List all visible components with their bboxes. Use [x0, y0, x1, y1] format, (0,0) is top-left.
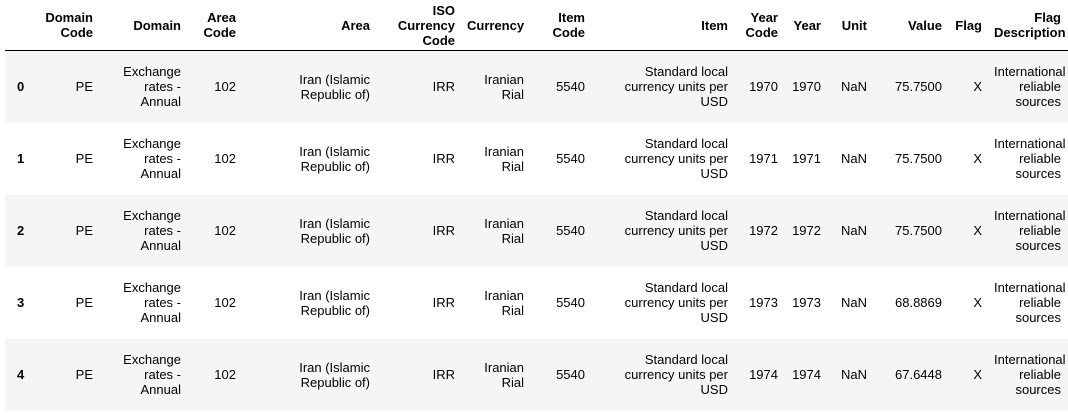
- column-header-area-code: Area Code: [187, 0, 242, 51]
- cell-area: Iran (Islamic Republic of): [299, 359, 370, 390]
- cell-year: 1970: [792, 79, 821, 95]
- cell-value: 75.7500: [895, 223, 942, 238]
- column-header-item: Item: [591, 0, 734, 51]
- cell-area-code: 102: [214, 295, 236, 310]
- column-header-domain-code: Domain Code: [33, 0, 99, 51]
- row-index: 4: [17, 367, 25, 382]
- row-index: 0: [17, 79, 25, 95]
- cell-domain-code: PE: [75, 223, 93, 238]
- table-row: 4 PE Exchange rates - Annual 102 Iran (I…: [5, 338, 1068, 411]
- cell-value: 75.7500: [895, 79, 942, 95]
- column-header-area: Area: [242, 0, 376, 51]
- table-body: 0 PE Exchange rates - Annual 102 Iran (I…: [5, 50, 1068, 411]
- column-header-year-code: Year Code: [734, 0, 784, 51]
- cell-flag-description: International reliable sources: [994, 280, 1066, 325]
- cell-area: Iran (Islamic Republic of): [299, 71, 370, 102]
- cell-area: Iran (Islamic Republic of): [299, 287, 370, 318]
- row-index: 3: [17, 295, 25, 310]
- cell-domain-code: PE: [75, 79, 93, 95]
- cell-iso-currency-code: IRR: [432, 79, 455, 95]
- cell-flag: X: [973, 223, 982, 238]
- cell-item: Standard local currency units per USD: [624, 280, 728, 325]
- column-header-currency: Currency: [461, 0, 530, 51]
- cell-area-code: 102: [214, 223, 236, 238]
- cell-unit: NaN: [840, 295, 867, 310]
- cell-item-code: 5540: [556, 79, 585, 95]
- column-header-domain: Domain: [99, 0, 187, 51]
- cell-value: 75.7500: [895, 151, 942, 166]
- cell-area: Iran (Islamic Republic of): [299, 215, 370, 246]
- cell-flag: X: [973, 151, 982, 166]
- column-header-flag-description: Flag Description: [988, 0, 1067, 51]
- cell-flag-description: International reliable sources: [994, 136, 1066, 181]
- cell-flag: X: [973, 295, 982, 310]
- cell-flag: X: [973, 367, 982, 382]
- cell-currency: Iranian Rial: [484, 287, 524, 318]
- cell-unit: NaN: [840, 223, 867, 238]
- table-row: 2 PE Exchange rates - Annual 102 Iran (I…: [5, 194, 1068, 267]
- cell-item-code: 5540: [556, 223, 585, 238]
- cell-domain-code: PE: [75, 367, 93, 382]
- cell-currency: Iranian Rial: [484, 359, 524, 390]
- table-row: 3 PE Exchange rates - Annual 102 Iran (I…: [5, 266, 1068, 339]
- cell-flag-description: International reliable sources: [994, 352, 1066, 397]
- cell-area-code: 102: [214, 151, 236, 166]
- table-header: Domain Code Domain Area Code Area ISO Cu…: [5, 0, 1068, 51]
- column-header-iso-currency-code: ISO Currency Code: [376, 0, 461, 51]
- cell-year: 1972: [792, 223, 821, 238]
- cell-domain: Exchange rates - Annual: [123, 352, 181, 397]
- row-index: 1: [17, 151, 25, 166]
- cell-value: 68.8869: [895, 295, 942, 310]
- cell-value: 67.6448: [895, 367, 942, 382]
- cell-year-code: 1970: [749, 79, 778, 95]
- table-row: 0 PE Exchange rates - Annual 102 Iran (I…: [5, 50, 1068, 123]
- row-index: 2: [17, 223, 25, 238]
- cell-domain: Exchange rates - Annual: [123, 280, 181, 325]
- column-header-year: Year: [784, 0, 827, 51]
- cell-iso-currency-code: IRR: [432, 367, 455, 382]
- table-row: 1 PE Exchange rates - Annual 102 Iran (I…: [5, 122, 1068, 195]
- column-header-unit: Unit: [827, 0, 873, 51]
- cell-item-code: 5540: [556, 367, 585, 382]
- cell-year-code: 1974: [749, 367, 778, 382]
- header-row: Domain Code Domain Area Code Area ISO Cu…: [5, 0, 1068, 51]
- cell-item: Standard local currency units per USD: [624, 64, 728, 110]
- cell-year: 1974: [792, 367, 821, 382]
- cell-area-code: 102: [214, 79, 236, 95]
- cell-iso-currency-code: IRR: [432, 295, 455, 310]
- cell-item-code: 5540: [556, 151, 585, 166]
- cell-iso-currency-code: IRR: [432, 151, 455, 166]
- cell-domain: Exchange rates - Annual: [123, 136, 181, 181]
- cell-item-code: 5540: [556, 295, 585, 310]
- cell-year-code: 1973: [749, 295, 778, 310]
- cell-currency: Iranian Rial: [484, 215, 524, 246]
- column-header-flag: Flag: [948, 0, 988, 51]
- cell-currency: Iranian Rial: [484, 71, 524, 102]
- cell-area-code: 102: [214, 367, 236, 382]
- dataframe-table: Domain Code Domain Area Code Area ISO Cu…: [5, 0, 1068, 411]
- cell-year-code: 1971: [749, 151, 778, 166]
- cell-domain: Exchange rates - Annual: [123, 208, 181, 253]
- cell-unit: NaN: [840, 151, 867, 166]
- cell-year-code: 1972: [749, 223, 778, 238]
- cell-currency: Iranian Rial: [484, 143, 524, 174]
- cell-domain-code: PE: [75, 295, 93, 310]
- cell-year: 1971: [792, 151, 821, 166]
- cell-item: Standard local currency units per USD: [624, 136, 728, 181]
- cell-flag-description: International reliable sources: [994, 64, 1066, 110]
- cell-unit: NaN: [840, 79, 867, 95]
- cell-domain-code: PE: [75, 151, 93, 166]
- cell-item: Standard local currency units per USD: [624, 352, 728, 397]
- column-header-index: [5, 0, 33, 51]
- cell-item: Standard local currency units per USD: [624, 208, 728, 253]
- cell-domain: Exchange rates - Annual: [123, 64, 181, 110]
- cell-iso-currency-code: IRR: [432, 223, 455, 238]
- column-header-item-code: Item Code: [530, 0, 591, 51]
- cell-flag-description: International reliable sources: [994, 208, 1066, 253]
- cell-flag: X: [973, 79, 982, 95]
- cell-year: 1973: [792, 295, 821, 310]
- cell-unit: NaN: [840, 367, 867, 382]
- cell-area: Iran (Islamic Republic of): [299, 143, 370, 174]
- column-header-value: Value: [873, 0, 948, 51]
